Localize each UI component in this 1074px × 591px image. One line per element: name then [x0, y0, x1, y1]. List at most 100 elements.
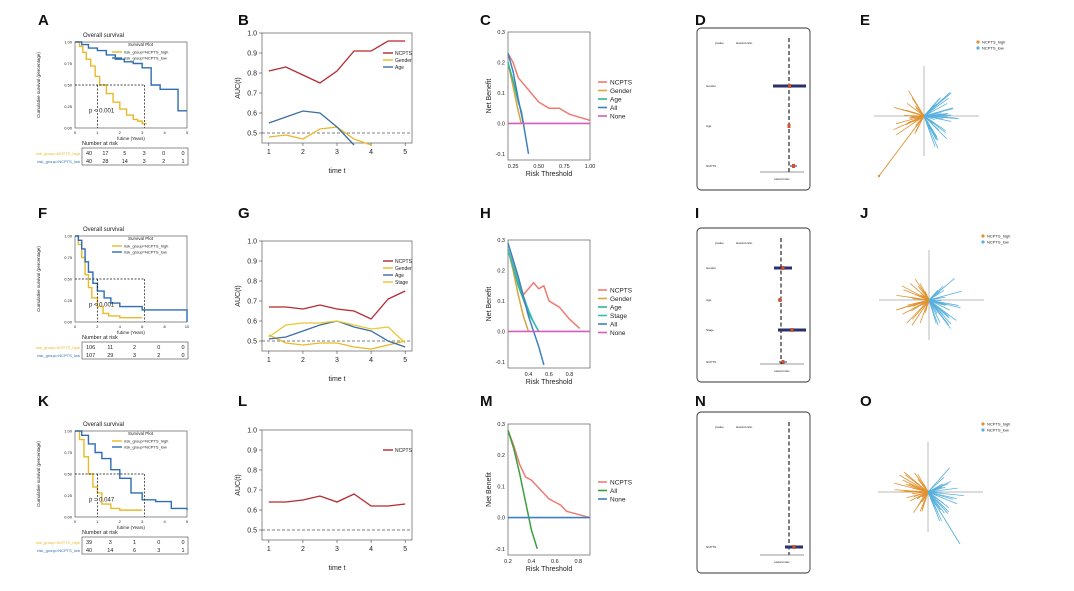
- forest-point: [792, 545, 796, 549]
- km-legend-high: risk_group=NCPTS_high: [124, 439, 168, 444]
- radial-legend-low: NCPTS_low: [982, 46, 1004, 51]
- forest-row-label: NCPTS: [706, 545, 716, 549]
- radial-legend-dot-low: [981, 240, 985, 244]
- dca-legend-label: Age: [610, 305, 622, 312]
- km-ytick: 0.50: [64, 472, 73, 477]
- forest-point: [781, 266, 785, 270]
- auc-xlabel: time t: [328, 376, 345, 383]
- radial-ray-low: [927, 483, 943, 493]
- radial-ray-low: [928, 299, 950, 311]
- panel-label-a: A: [38, 12, 49, 29]
- km-risk-low-value: 1: [181, 548, 184, 554]
- km-risk-low-value: 3: [157, 548, 160, 554]
- radial-ray-high: [921, 491, 929, 501]
- auc-ytick: 0.7: [247, 299, 257, 306]
- auc-ytick: 0.9: [247, 259, 257, 266]
- km-ytick: 0.25: [64, 104, 73, 109]
- radial-ray-high: [906, 299, 930, 324]
- radial-ray-low: [928, 291, 941, 301]
- auc-legend-label: Stage: [395, 280, 408, 286]
- dca-plot-frame: [507, 239, 591, 369]
- panel-label-m: M: [480, 393, 493, 410]
- radial-ray-low: [927, 487, 958, 493]
- auc-series-age: [268, 110, 355, 146]
- km-risk-low-value: 107: [86, 353, 95, 359]
- panel-label-h: H: [480, 205, 491, 222]
- auc-ylabel: AUC(t): [235, 474, 242, 495]
- km-legend-high: risk_group=NCPTS_high: [124, 244, 168, 249]
- radial-ray-low: [923, 115, 936, 148]
- km-legend-title: Survival Plot: [128, 236, 154, 241]
- dca-ytick: 0.0: [497, 516, 505, 522]
- auc-plot-frame: [261, 429, 413, 541]
- auc-xtick: 1: [267, 149, 271, 156]
- km-risk-low-value: 3: [133, 353, 136, 359]
- radial-ray-high: [909, 491, 929, 502]
- dca-legend-label: None: [610, 497, 626, 504]
- km-risk-high-value: 106: [86, 345, 95, 351]
- km-risk-high-value: 2: [133, 345, 136, 351]
- radial-ray-high: [901, 285, 930, 301]
- km-xtick: 4: [119, 324, 122, 329]
- radial-ray-high: [919, 283, 930, 301]
- radial-ray-low: [928, 299, 943, 305]
- radial-ray-low: [923, 115, 947, 134]
- auc-ytick: 0.8: [247, 71, 257, 78]
- km-ytick: 0.75: [64, 255, 73, 260]
- dca-xlabel: Risk Threshold: [526, 171, 573, 178]
- dca-series-ncpts: [507, 429, 591, 519]
- forest-row-label: Age: [706, 298, 712, 302]
- radial-ray-low: [927, 491, 964, 497]
- radial-ray-low: [928, 299, 949, 317]
- dca-ytick: 0.3: [497, 238, 505, 244]
- panel-label-o: O: [860, 393, 872, 410]
- km-risk-high-value: 11: [107, 345, 113, 351]
- dca-ylabel: Net Benefit: [486, 472, 493, 507]
- radial-legend-high: NCPTS_high: [987, 234, 1010, 239]
- radial-ray-low: [927, 491, 945, 514]
- auc-ytick: 0.9: [247, 51, 257, 58]
- dca-ytick: 0.3: [497, 30, 505, 36]
- km-risk-low-value: 2: [162, 159, 165, 165]
- km-xtick: 0: [74, 519, 77, 524]
- km-risk-high-value: 3: [109, 540, 112, 546]
- km-pvalue: p < 0.001: [89, 303, 115, 309]
- forest-xlabel: Hazard ratio: [774, 177, 790, 181]
- forest-header-hr: Hazard ratio: [736, 425, 753, 429]
- panel-label-c: C: [480, 12, 491, 29]
- radial-ray-low: [923, 98, 949, 117]
- km-legend-low: risk_group=NCPTS_low: [124, 445, 167, 450]
- auc-xtick: 1: [267, 546, 271, 553]
- radial-legend-high: NCPTS_high: [982, 40, 1005, 45]
- km-legend-low: risk_group=NCPTS_low: [124, 56, 167, 61]
- km-ytick: 0.50: [64, 83, 73, 88]
- auc-ytick: 0.5: [247, 528, 257, 535]
- km-risk-low-value: 40: [86, 159, 92, 165]
- km-curve-high: [75, 41, 147, 125]
- km-risk-low-value: 14: [122, 159, 128, 165]
- auc-xtick: 3: [335, 149, 339, 156]
- radial-legend-dot-high: [981, 422, 985, 426]
- dca-xtick: 0.6: [551, 559, 559, 565]
- panel-label-e: E: [860, 12, 871, 29]
- dca-xtick: 0.50: [533, 164, 544, 170]
- auc-series-stage: [268, 320, 406, 344]
- forest-row-label: NCPTS: [706, 360, 716, 364]
- forest-frame: [696, 27, 811, 191]
- km-risk-label-low: risk_group=NCPTS_low: [37, 548, 80, 553]
- dca-ylabel: Net Benefit: [486, 79, 493, 114]
- radial-ray-high: [899, 474, 929, 493]
- km-curve-low: [75, 430, 188, 511]
- auc-series-ncpts: [268, 40, 406, 84]
- km-risk-table-frame: [81, 536, 189, 555]
- km-risk-high-value: 0: [162, 151, 165, 157]
- dca-ytick: 0.1: [497, 484, 505, 490]
- forest-row-label: Age: [706, 124, 712, 128]
- auc-legend-label: NCPTS: [395, 259, 413, 265]
- dca-xtick: 0.8: [574, 559, 582, 565]
- panel-label-g: G: [238, 205, 250, 222]
- dca-ytick: 0.2: [497, 268, 505, 274]
- radial-ray-high: [911, 97, 925, 117]
